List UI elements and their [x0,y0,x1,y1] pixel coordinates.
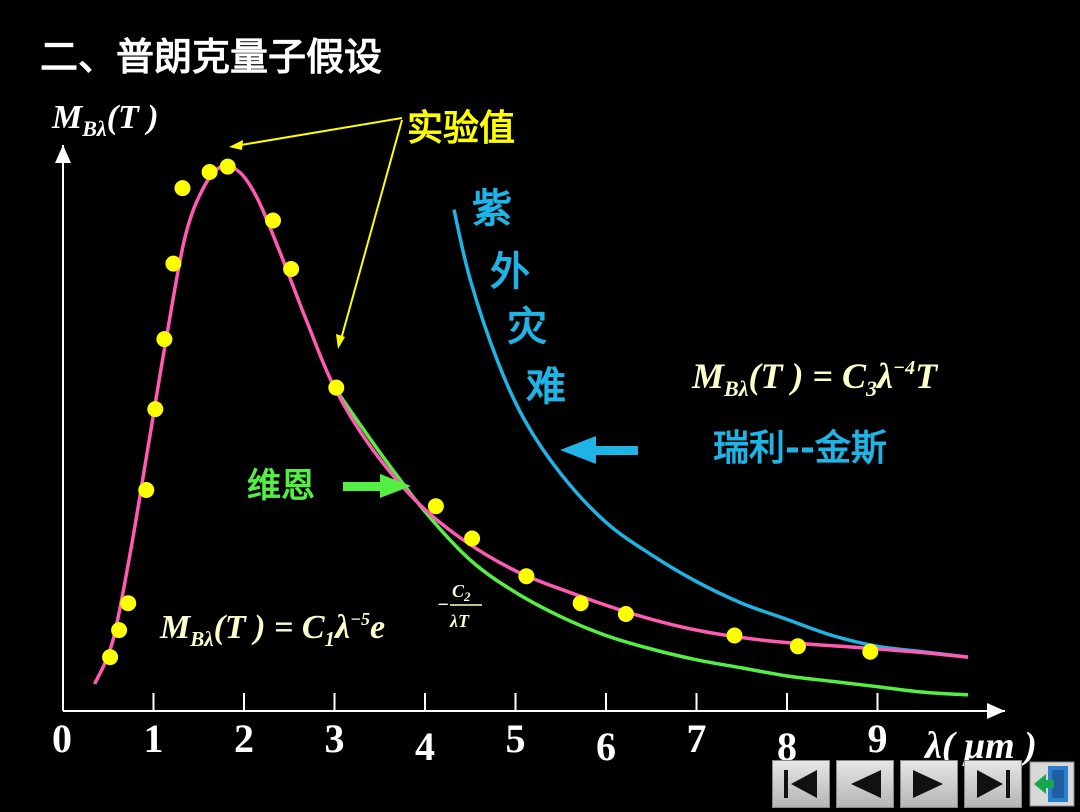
slide-title: 二、普朗克量子假设 [40,35,383,79]
y-axis-label: MBλ(T ) [51,99,159,141]
x-tick-label: 1 [144,716,164,761]
experimental-point [726,627,743,644]
svg-text:−: − [437,594,449,616]
next-slide-button[interactable] [900,760,958,808]
planck-curve [93,163,969,685]
experimental-label: 实验值 [407,108,515,149]
x-tick-label: 3 [325,716,345,761]
experimental-pointer-1 [234,117,403,147]
uv-catastrophe-char-2: 外 [490,249,530,295]
experimental-point [464,530,481,547]
svg-text:C2: C2 [452,581,471,604]
experimental-point [201,164,218,180]
x-tick-label: 0 [52,716,72,761]
svg-text:λT: λT [449,611,470,631]
experimental-point [518,568,535,585]
experimental-point [165,255,182,272]
experimental-point [265,212,281,229]
experimental-point [789,638,806,655]
experimental-point [862,643,879,660]
x-tick-label: 8 [777,724,797,769]
experimental-point [138,482,155,498]
rayleigh-formula: MBλ(T ) = C3λ−4T [691,356,939,401]
x-tick-label: 5 [506,716,526,761]
x-tick-label: 4 [415,724,435,769]
experimental-point [111,622,128,639]
x-ticks: 0 1 2 3 4 5 6 7 8 9 [52,693,888,769]
uv-catastrophe-char-1: 紫 [472,186,512,232]
experimental-point [283,261,300,277]
first-icon [784,770,817,798]
wien-label: 维恩 [247,466,315,506]
experimental-point [572,595,589,612]
experimental-pointer-2 [339,119,403,344]
experimental-point [174,180,191,197]
experimental-point [427,498,444,515]
experimental-point [328,379,345,396]
experimental-arrowhead-2 [336,334,345,349]
first-slide-button[interactable] [772,760,830,808]
experimental-point [617,606,634,622]
slide-nav [772,760,1022,810]
x-tick-label: 2 [234,716,254,761]
rayleigh-arrowhead [560,436,596,464]
wien-arrow-shaft [343,482,385,491]
experimental-point [147,401,164,418]
experimental-point [102,649,119,666]
rayleigh-jeans-curve [452,209,969,659]
last-icon [977,770,1010,798]
x-tick-label: 6 [596,724,616,769]
wien-exponent: − C2 λT [437,581,482,631]
rayleigh-arrow-shaft [590,446,638,455]
rayleigh-label: 瑞利--金斯 [713,427,887,469]
x-tick-label: 9 [868,716,888,761]
uv-catastrophe-char-3: 灾 [507,304,547,350]
wien-curve [333,386,969,697]
experimental-arrowhead-1 [229,140,243,150]
experimental-points [102,158,879,666]
wien-formula: MBλ(T ) = C1λ−5e [159,609,385,651]
exit-icon [1029,761,1075,807]
experimental-point [219,158,236,175]
wien-arrowhead [380,474,411,498]
experimental-point [120,595,137,612]
prev-slide-button[interactable] [836,760,894,808]
x-tick-label: 7 [687,716,707,761]
prev-icon [851,770,881,798]
uv-catastrophe-char-4: 难 [526,364,566,410]
next-icon [913,770,943,798]
experimental-point [156,331,173,348]
last-slide-button[interactable] [964,760,1022,808]
exit-button[interactable] [1028,760,1076,808]
